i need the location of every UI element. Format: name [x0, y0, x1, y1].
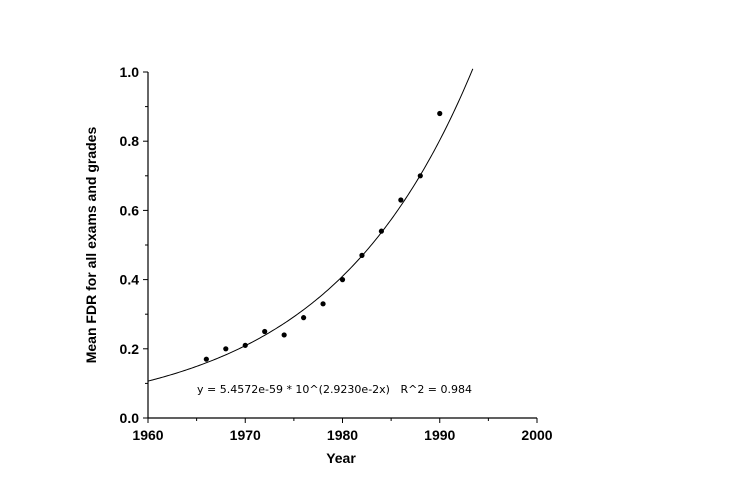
x-tick-label: 1990 — [424, 427, 455, 443]
data-point — [223, 346, 229, 352]
data-point — [398, 197, 404, 203]
y-tick-label: 0.0 — [120, 410, 140, 426]
data-point — [281, 332, 287, 338]
axes — [147, 72, 537, 419]
x-axis-title: Year — [326, 450, 356, 466]
data-point — [437, 110, 443, 117]
y-tick-label: 0.4 — [120, 272, 140, 288]
y-tick-label: 0.8 — [120, 133, 140, 149]
data-point — [301, 315, 307, 321]
fit-curve-layer — [147, 68, 474, 382]
data-point — [339, 277, 346, 283]
fit-equation-annotation: y = 5.4572e-59 * 10^(2.9230e-2x) R^2 = 0… — [197, 383, 472, 396]
data-point — [262, 328, 268, 335]
data-point — [417, 173, 423, 179]
y-tick-label: 0.6 — [120, 202, 140, 218]
ticks: 1960 1970 1980 1990 2000 0.0 0.2 0.4 0.6 0.8 1.0 — [120, 64, 553, 443]
y-tick-label: 0.2 — [120, 341, 140, 357]
x-tick-label: 1980 — [327, 427, 358, 443]
data-point — [320, 301, 326, 307]
data-points — [203, 110, 443, 362]
data-point — [203, 356, 209, 362]
data-point — [242, 342, 248, 348]
y-tick-label: 1.0 — [120, 64, 140, 80]
data-point — [359, 252, 365, 258]
y-axis-title: Mean FDR for all exams and grades — [83, 127, 99, 364]
x-tick-label: 2000 — [521, 427, 552, 443]
x-tick-label: 1970 — [230, 427, 261, 443]
fit-curve — [147, 68, 474, 382]
data-point — [378, 228, 384, 234]
x-tick-label: 1960 — [132, 427, 163, 443]
